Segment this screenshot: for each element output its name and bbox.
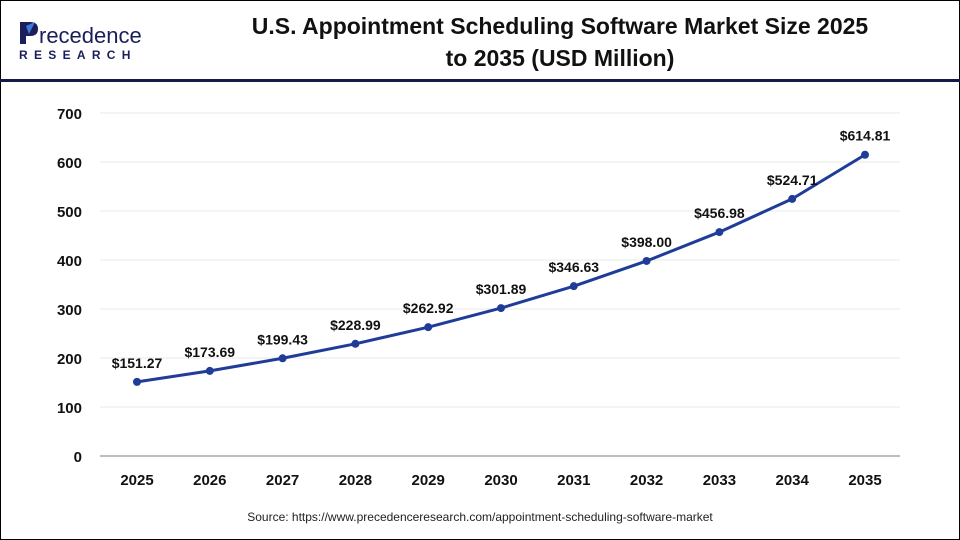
x-tick-label: 2031 [557, 472, 590, 489]
data-label: $228.99 [330, 317, 381, 333]
y-tick-label: 400 [57, 253, 82, 270]
data-point [861, 150, 869, 159]
x-tick-label: 2028 [339, 472, 372, 489]
data-label: $151.27 [112, 355, 163, 371]
x-tick-label: 2032 [630, 472, 663, 489]
y-tick-label: 200 [57, 351, 82, 368]
title-line-1: U.S. Appointment Scheduling Software Mar… [251, 13, 869, 39]
y-tick-label: 300 [57, 302, 82, 319]
data-label: $346.63 [548, 259, 599, 275]
x-tick-label: 2025 [120, 472, 153, 489]
data-label: $614.81 [840, 128, 891, 144]
data-label: $301.89 [476, 281, 527, 297]
title-line-2: to 2035 (USD Million) [445, 45, 675, 71]
data-point [351, 339, 360, 348]
data-label: $524.71 [767, 172, 818, 188]
data-label: $262.92 [403, 300, 454, 316]
header-divider [0, 79, 960, 82]
x-tick-label: 2034 [776, 472, 810, 489]
x-tick-label: 2033 [703, 472, 736, 489]
data-point [424, 323, 433, 332]
data-point [133, 377, 141, 386]
x-tick-label: 2029 [412, 472, 445, 489]
y-tick-label: 700 [57, 106, 82, 123]
series-line [136, 153, 866, 384]
data-label: $173.69 [184, 344, 235, 360]
x-tick-label: 2027 [266, 472, 299, 489]
y-tick-label: 500 [57, 204, 82, 221]
data-point [497, 304, 505, 313]
svg-text:recedence: recedence [39, 23, 142, 48]
data-label: $456.98 [694, 205, 745, 221]
data-point [278, 354, 287, 363]
y-tick-label: 600 [57, 155, 82, 172]
data-point [642, 256, 651, 265]
x-tick-label: 2030 [484, 472, 517, 489]
svg-text:RESEARCH: RESEARCH [19, 48, 137, 62]
x-tick-label: 2035 [848, 472, 881, 489]
data-point [569, 282, 578, 291]
data-label: $398.00 [621, 234, 672, 250]
x-tick-label: 2026 [193, 472, 226, 489]
y-tick-label: 100 [57, 400, 82, 417]
data-point [715, 228, 724, 237]
data-label: $199.43 [257, 331, 308, 347]
y-tick-label: 0 [74, 449, 82, 466]
chart-title: U.S. Appointment Scheduling Software Mar… [200, 10, 920, 74]
data-point [205, 366, 214, 375]
source-note: Source: https://www.precedenceresearch.c… [247, 510, 713, 524]
precedence-research-logo: recedence RESEARCH [19, 22, 142, 62]
data-point [788, 194, 797, 203]
